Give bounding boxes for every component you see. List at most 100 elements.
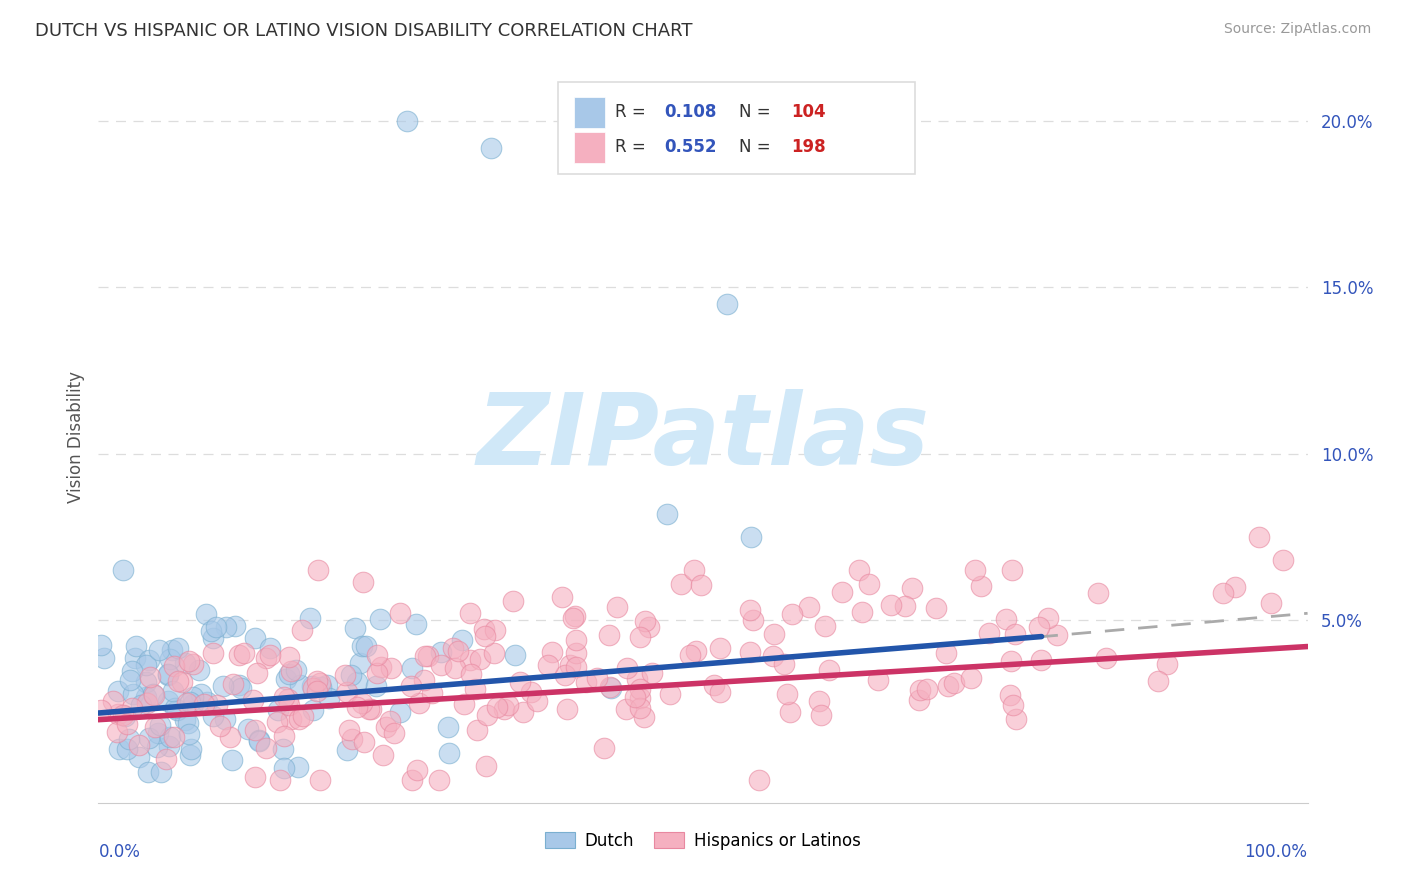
Text: R =: R = [614, 138, 651, 156]
Point [738, 603, 761, 617]
Point [135, 674, 157, 689]
Point [375, 720, 398, 734]
Point [1004, 627, 1026, 641]
Point [128, 749, 150, 764]
Point [128, 738, 150, 752]
Point [243, 723, 266, 738]
Point [277, 650, 299, 665]
Point [273, 729, 295, 743]
Point [228, 678, 250, 692]
Point [200, 624, 222, 639]
Point [628, 630, 651, 644]
Point [344, 621, 367, 635]
Point [181, 690, 204, 704]
Point [271, 742, 294, 756]
Point [413, 648, 436, 663]
Point [115, 742, 138, 756]
Point [1223, 580, 1246, 594]
Point [894, 599, 917, 613]
Point [606, 599, 628, 614]
Point [959, 671, 981, 685]
Point [401, 661, 423, 675]
Point [628, 701, 651, 715]
Point [810, 708, 832, 723]
Point [420, 686, 443, 700]
Point [389, 606, 412, 620]
Point [633, 614, 655, 628]
Point [288, 677, 311, 691]
Point [1087, 586, 1109, 600]
Point [142, 687, 165, 701]
Point [586, 671, 609, 685]
Point [160, 643, 183, 657]
Point [561, 611, 583, 625]
Point [679, 648, 702, 662]
Point [468, 652, 491, 666]
Point [124, 650, 146, 665]
Point [366, 666, 388, 681]
Text: 100.0%: 100.0% [1244, 843, 1308, 861]
Point [352, 574, 374, 589]
Point [389, 706, 412, 720]
Point [502, 593, 524, 607]
Point [762, 627, 785, 641]
Point [188, 663, 211, 677]
Text: 0.108: 0.108 [664, 103, 717, 121]
Point [259, 648, 281, 662]
Point [231, 681, 253, 695]
Point [121, 665, 143, 679]
Point [429, 658, 451, 673]
Point [564, 609, 586, 624]
Point [159, 652, 181, 666]
Point [998, 689, 1021, 703]
Point [138, 731, 160, 746]
Point [277, 698, 299, 713]
Point [474, 629, 496, 643]
Point [269, 772, 291, 787]
Point [162, 731, 184, 745]
Point [575, 674, 598, 689]
Point [408, 696, 430, 710]
Point [748, 772, 770, 787]
Point [685, 644, 707, 658]
Point [1046, 628, 1069, 642]
Point [565, 646, 588, 660]
Point [101, 693, 124, 707]
Point [195, 694, 218, 708]
Point [176, 697, 198, 711]
Point [935, 646, 957, 660]
Point [179, 654, 201, 668]
Point [475, 708, 498, 723]
Point [243, 770, 266, 784]
Point [285, 664, 308, 678]
Text: DUTCH VS HISPANIC OR LATINO VISION DISABILITY CORRELATION CHART: DUTCH VS HISPANIC OR LATINO VISION DISAB… [35, 22, 693, 40]
Point [560, 657, 582, 672]
Point [464, 681, 486, 696]
Point [349, 656, 371, 670]
Point [209, 719, 232, 733]
Point [179, 747, 201, 762]
Point [273, 690, 295, 705]
Point [526, 694, 548, 708]
Point [441, 641, 464, 656]
Point [453, 697, 475, 711]
Point [360, 701, 382, 715]
Point [382, 726, 405, 740]
Point [551, 590, 574, 604]
Point [247, 734, 270, 748]
FancyBboxPatch shape [574, 97, 605, 128]
Point [336, 685, 359, 699]
Point [460, 606, 482, 620]
Point [337, 723, 360, 738]
Point [624, 690, 647, 704]
Point [311, 680, 333, 694]
Point [395, 114, 418, 128]
Point [458, 653, 481, 667]
Point [1146, 673, 1168, 688]
Text: Source: ZipAtlas.com: Source: ZipAtlas.com [1223, 22, 1371, 37]
Point [146, 725, 169, 739]
Point [278, 667, 301, 681]
Point [776, 687, 799, 701]
Point [135, 690, 157, 705]
Point [682, 563, 704, 577]
